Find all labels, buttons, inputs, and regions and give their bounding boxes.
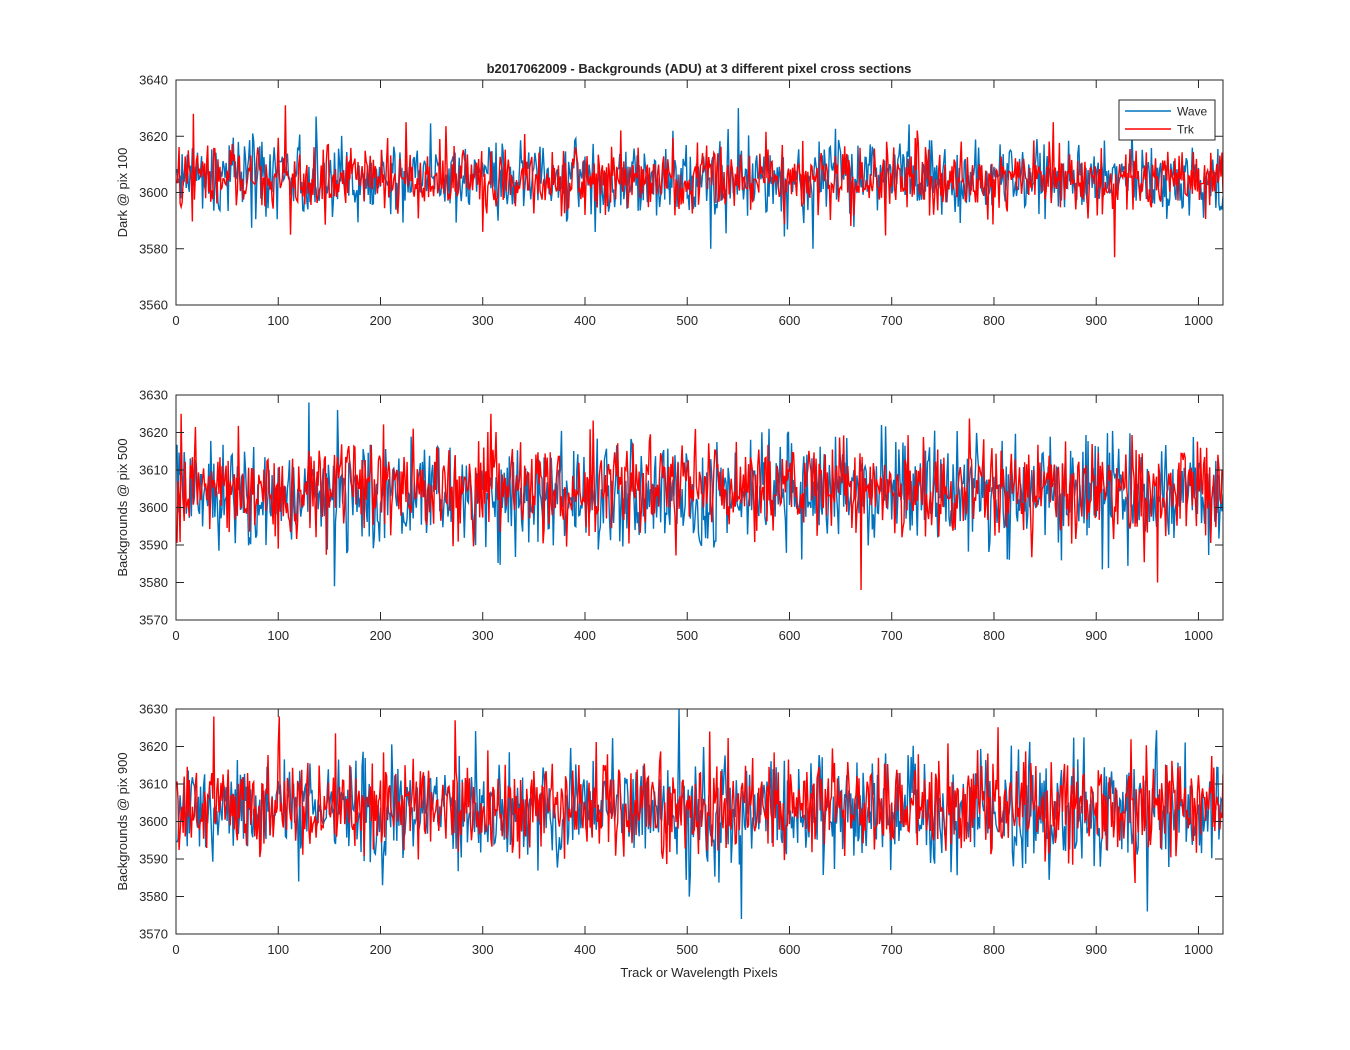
x-tick-label: 200: [370, 628, 392, 643]
x-tick-label: 500: [676, 313, 698, 328]
x-tick-label: 400: [574, 942, 596, 957]
series-line-trk: [176, 716, 1223, 884]
y-tick-label: 3570: [139, 927, 168, 942]
x-tick-label: 700: [881, 628, 903, 643]
x-tick-label: 600: [779, 942, 801, 957]
subplot-1: 0 100 200 300 400 500 600 700 800 900 1000 3560 3580…: [115, 73, 1224, 328]
x-tick-label: 900: [1085, 942, 1107, 957]
x-tick-label: 100: [267, 942, 289, 957]
y-tick-label: 3600: [139, 500, 168, 515]
x-tick-label: 100: [267, 628, 289, 643]
x-tick-label: 300: [472, 313, 494, 328]
chart-title: b2017062009 - Backgrounds (ADU) at 3 dif…: [487, 61, 912, 76]
series-line-trk: [176, 413, 1223, 591]
y-tick-label: 3620: [139, 739, 168, 754]
x-tick-label: 700: [881, 942, 903, 957]
x-axis-label: Track or Wavelength Pixels: [620, 965, 778, 980]
y-axis-label: Backgrounds @ pix 500: [115, 438, 130, 576]
x-tick-label: 900: [1085, 313, 1107, 328]
legend-label-wave: Wave: [1177, 105, 1208, 119]
y-tick-label: 3560: [139, 298, 168, 313]
y-tick-label: 3610: [139, 463, 168, 478]
y-tick-label: 3610: [139, 777, 168, 792]
x-tick-label: 400: [574, 628, 596, 643]
y-tick-label: 3580: [139, 575, 168, 590]
x-tick-label: 400: [574, 313, 596, 328]
y-tick-label: 3590: [139, 852, 168, 867]
subplot-3: 0 100 200 300 400 500 600 700 800 900 1000 3570 3580…: [115, 702, 1224, 957]
x-tick-label: 100: [267, 313, 289, 328]
x-tick-label: 600: [779, 313, 801, 328]
y-tick-label: 3580: [139, 241, 168, 256]
x-tick-label: 800: [983, 628, 1005, 643]
y-tick-label: 3640: [139, 73, 168, 88]
series-line-wave: [176, 709, 1223, 920]
y-tick-label: 3600: [139, 185, 168, 200]
x-tick-label: 600: [779, 628, 801, 643]
legend-label-trk: Trk: [1177, 123, 1195, 137]
x-tick-label: 200: [370, 942, 392, 957]
x-tick-label: 1000: [1184, 313, 1213, 328]
series-line-trk: [176, 105, 1223, 258]
subplot-2: 0 100 200 300 400 500 600 700 800 900 1000 3570 3580…: [115, 388, 1224, 643]
y-tick-label: 3630: [139, 388, 168, 403]
x-tick-label: 900: [1085, 628, 1107, 643]
x-tick-label: 200: [370, 313, 392, 328]
x-tick-label: 300: [472, 942, 494, 957]
x-tick-label: 800: [983, 942, 1005, 957]
y-tick-label: 3620: [139, 129, 168, 144]
x-tick-label: 1000: [1184, 628, 1213, 643]
y-tick-label: 3570: [139, 613, 168, 628]
y-tick-label: 3620: [139, 425, 168, 440]
y-tick-label: 3580: [139, 889, 168, 904]
x-tick-label: 800: [983, 313, 1005, 328]
x-tick-label: 0: [172, 628, 179, 643]
subplot-panels: 0 100 200 300 400 500 600 700 800 900 100035603580…: [115, 73, 1224, 957]
y-tick-label: 3630: [139, 702, 168, 717]
x-tick-label: 700: [881, 313, 903, 328]
y-tick-label: 3600: [139, 814, 168, 829]
x-tick-label: 0: [172, 313, 179, 328]
x-tick-label: 300: [472, 628, 494, 643]
legend-box: [1118, 99, 1216, 141]
legend: Wave Trk: [1118, 99, 1216, 141]
x-tick-label: 0: [172, 942, 179, 957]
y-axis-label: Dark @ pix 100: [115, 148, 130, 238]
y-tick-label: 3590: [139, 538, 168, 553]
y-axis-label: Backgrounds @ pix 900: [115, 752, 130, 890]
x-tick-label: 1000: [1184, 942, 1213, 957]
x-tick-label: 500: [676, 942, 698, 957]
x-tick-label: 500: [676, 628, 698, 643]
